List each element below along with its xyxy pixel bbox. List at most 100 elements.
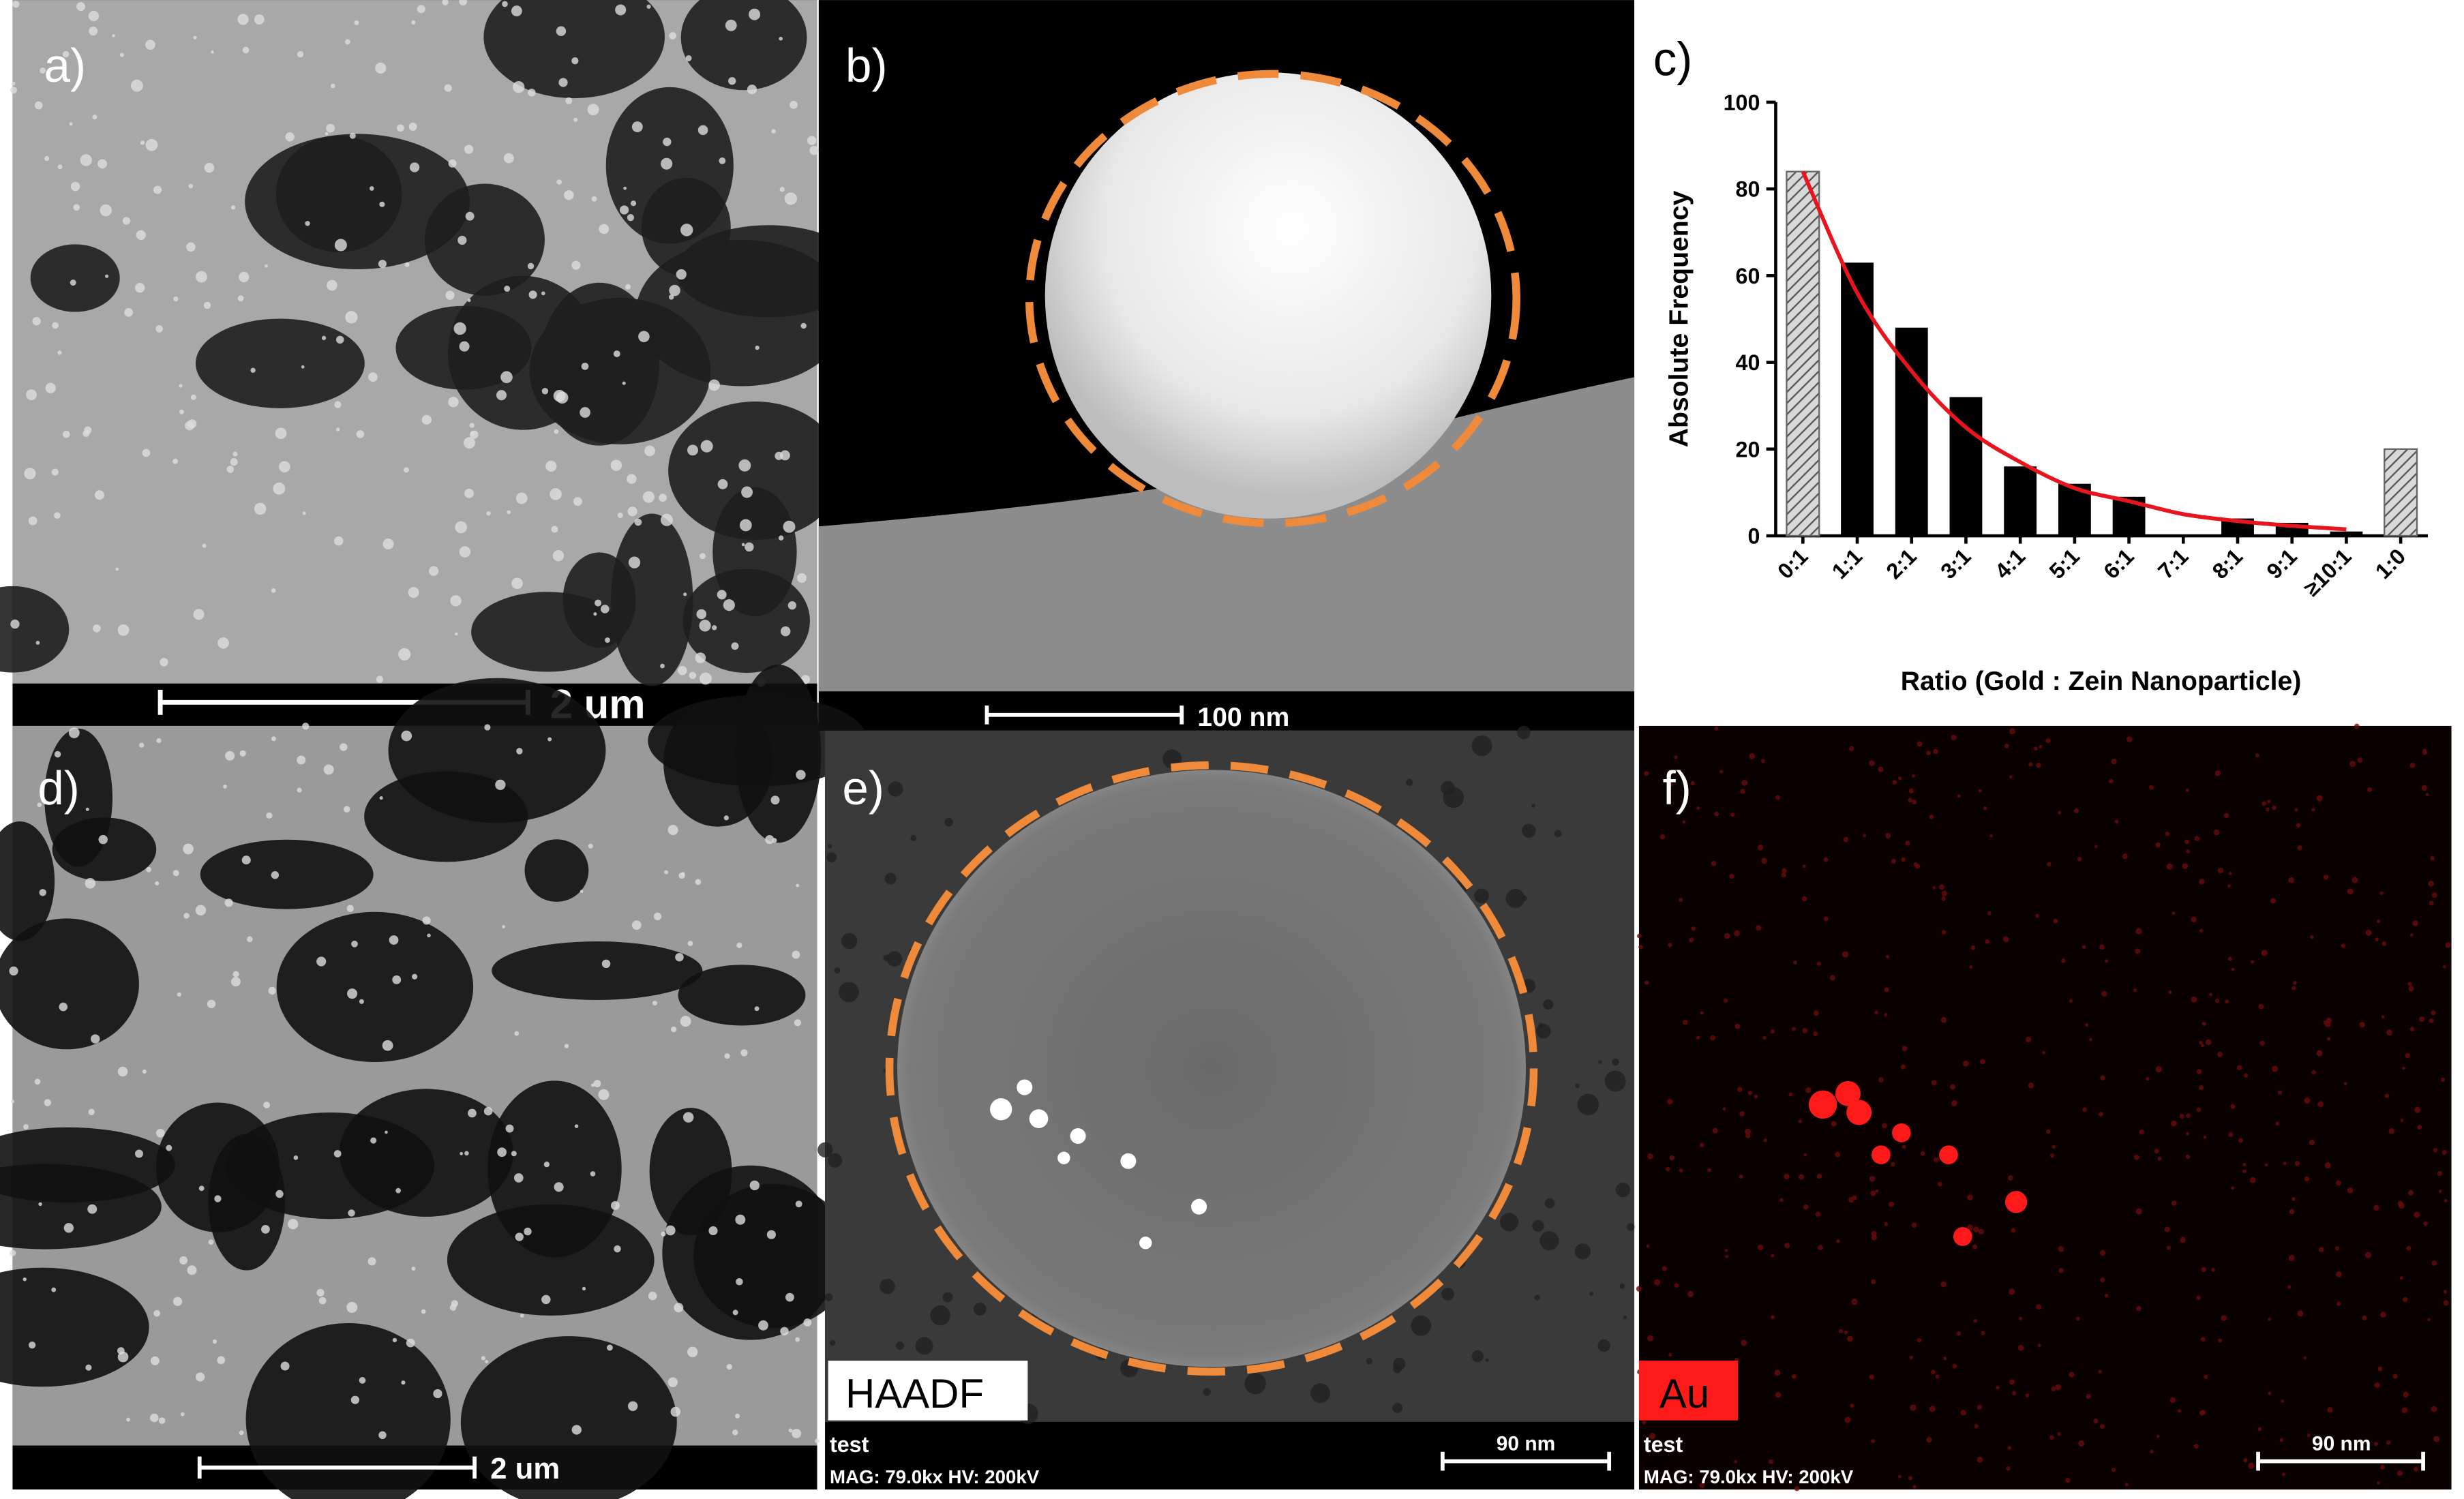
speck bbox=[2327, 1407, 2333, 1413]
speck bbox=[1823, 916, 1829, 922]
speck bbox=[2359, 1022, 2365, 1028]
speck bbox=[1646, 1244, 1650, 1248]
speck bbox=[145, 40, 155, 50]
speck bbox=[2377, 920, 2381, 924]
x-axis-label: Ratio (Gold : Zein Nanoparticle) bbox=[1901, 667, 2302, 696]
speck bbox=[790, 101, 798, 109]
speck bbox=[2437, 1170, 2442, 1177]
speck bbox=[770, 796, 780, 805]
speck bbox=[2227, 884, 2231, 888]
panel-label: d) bbox=[37, 761, 79, 815]
speck bbox=[1722, 1107, 1726, 1111]
info-label: MAG: 79.0kx HV: 200kV bbox=[1644, 1466, 1854, 1487]
speck bbox=[2165, 831, 2169, 836]
speck bbox=[104, 274, 109, 278]
speck bbox=[2397, 1470, 2403, 1477]
speck bbox=[1604, 1070, 1626, 1092]
speck bbox=[2069, 1372, 2075, 1378]
speck bbox=[224, 898, 233, 907]
speck bbox=[796, 770, 806, 780]
info-label: MAG: 79.0kx HV: 200kV bbox=[830, 1466, 1040, 1487]
hole bbox=[275, 135, 402, 252]
speck bbox=[1987, 911, 1992, 915]
speck bbox=[428, 566, 439, 576]
speck bbox=[444, 84, 452, 92]
speck bbox=[1739, 1111, 1745, 1117]
speck bbox=[254, 14, 265, 25]
speck bbox=[593, 1080, 601, 1087]
speck bbox=[739, 519, 752, 532]
speck bbox=[1575, 1083, 1580, 1089]
speck bbox=[638, 331, 650, 343]
speck bbox=[780, 1327, 789, 1336]
speck bbox=[1799, 1174, 1805, 1180]
speck bbox=[2051, 1386, 2056, 1391]
speck bbox=[1654, 1279, 1661, 1286]
speck bbox=[1848, 746, 1854, 751]
speck bbox=[94, 490, 104, 500]
speck bbox=[2421, 785, 2427, 791]
speck bbox=[2442, 965, 2446, 969]
speck bbox=[395, 1187, 401, 1194]
speck bbox=[582, 1286, 586, 1291]
speck bbox=[2398, 1202, 2405, 1209]
speck bbox=[2199, 879, 2205, 885]
speck bbox=[2227, 956, 2232, 961]
speck bbox=[2060, 958, 2066, 963]
speck bbox=[433, 1389, 442, 1399]
speck bbox=[2443, 1300, 2449, 1306]
speck bbox=[1366, 1358, 1373, 1365]
speck bbox=[553, 389, 566, 402]
speck bbox=[2401, 1407, 2408, 1414]
speck bbox=[1734, 1459, 1737, 1464]
speck bbox=[247, 936, 253, 943]
speck bbox=[2203, 1136, 2207, 1139]
speck bbox=[605, 637, 610, 643]
speck bbox=[1929, 815, 1934, 819]
speck bbox=[2409, 1027, 2415, 1031]
speck bbox=[601, 959, 611, 969]
speck bbox=[1761, 858, 1767, 864]
speck bbox=[54, 751, 61, 758]
speck bbox=[172, 458, 179, 464]
speck bbox=[1851, 1298, 1858, 1305]
panel-label: a) bbox=[44, 39, 86, 92]
speck bbox=[708, 379, 720, 391]
hole bbox=[682, 569, 810, 673]
x-tick-label: 1:1 bbox=[1827, 544, 1867, 584]
speck bbox=[2294, 1160, 2300, 1166]
speck bbox=[2281, 1399, 2284, 1403]
speck bbox=[35, 641, 40, 645]
speck bbox=[2316, 795, 2323, 802]
speck bbox=[1679, 1168, 1683, 1172]
speck bbox=[1842, 951, 1849, 958]
speck bbox=[1719, 770, 1724, 774]
speck bbox=[2438, 1190, 2442, 1194]
speck bbox=[2374, 1382, 2380, 1389]
speck bbox=[196, 271, 207, 283]
speck bbox=[2184, 839, 2189, 845]
substrate bbox=[818, 377, 1635, 692]
speck bbox=[2287, 1285, 2292, 1289]
speck bbox=[2164, 1226, 2170, 1232]
speck bbox=[1996, 1385, 2000, 1390]
speck bbox=[2166, 863, 2173, 870]
speck bbox=[1836, 1239, 1840, 1243]
speck bbox=[2250, 960, 2255, 964]
speck bbox=[1393, 1364, 1402, 1374]
speck bbox=[57, 164, 63, 170]
speck bbox=[719, 157, 726, 164]
speck bbox=[2431, 1406, 2437, 1412]
speck bbox=[2377, 1366, 2383, 1372]
speck bbox=[392, 975, 402, 984]
speck bbox=[100, 204, 112, 217]
speck bbox=[807, 136, 817, 145]
speck bbox=[545, 460, 557, 472]
speck bbox=[2268, 1391, 2272, 1395]
speck bbox=[1668, 943, 1672, 948]
speck bbox=[261, 1225, 270, 1234]
speck bbox=[186, 242, 196, 252]
texture bbox=[0, 0, 862, 687]
speck bbox=[126, 1417, 130, 1422]
speck bbox=[2225, 999, 2229, 1004]
